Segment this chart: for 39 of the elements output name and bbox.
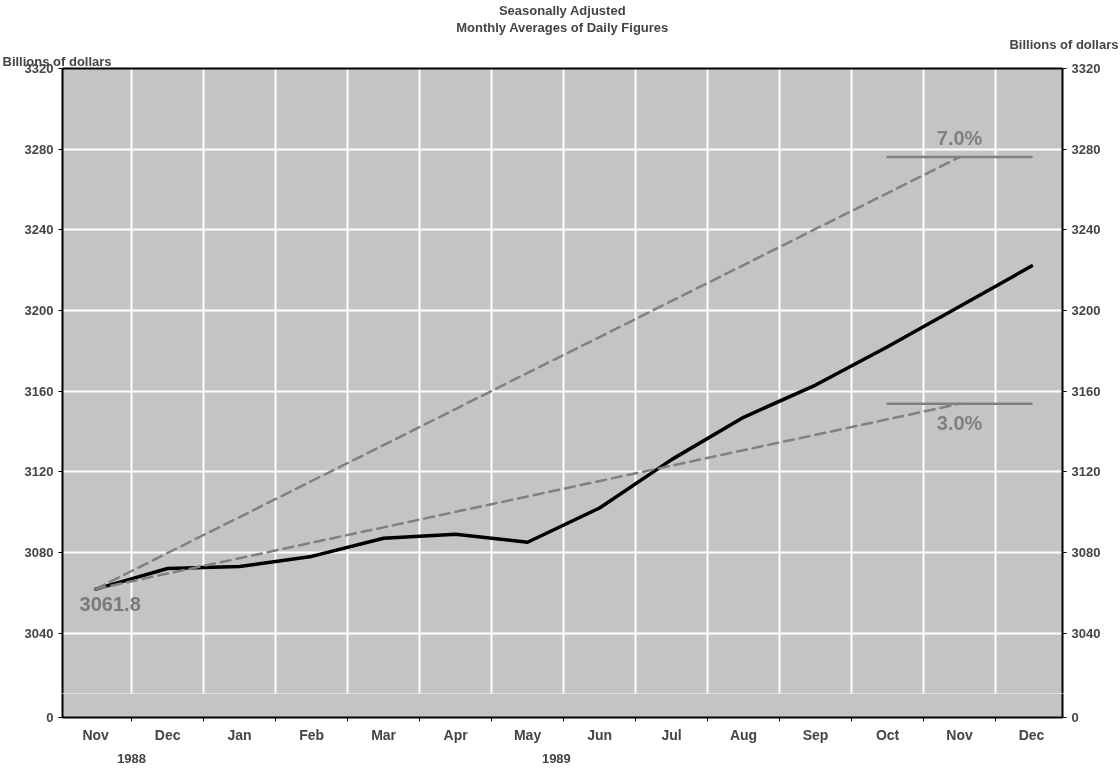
- category-label: Oct: [875, 726, 900, 743]
- category-label: Mar: [371, 726, 397, 743]
- category-label: Apr: [443, 726, 468, 743]
- data-label: 3061.8: [79, 593, 141, 616]
- chart-subtitle: Monthly Averages of Daily Figures: [456, 19, 669, 35]
- category-label: Nov: [946, 726, 973, 743]
- category-label: Jul: [661, 726, 682, 743]
- y2-tick-label: 3320: [1071, 61, 1101, 76]
- text: 1988: [117, 750, 147, 766]
- category-label: May: [513, 726, 542, 743]
- category-label: Aug: [729, 726, 758, 743]
- y2-axis-title: Billions of dollars: [1009, 36, 1119, 52]
- text: 0: [1071, 710, 1079, 725]
- series-label: 7.0%: [936, 127, 983, 150]
- category-label: Dec: [1018, 726, 1045, 743]
- y-tick-label: 3040: [24, 625, 54, 641]
- y2-tick-label: 3080: [1071, 544, 1101, 560]
- text: 0: [46, 710, 54, 725]
- y2-tick-label: 3040: [1071, 625, 1101, 641]
- y-tick-label: 3120: [24, 464, 54, 480]
- y2-tick-label: 3240: [1071, 222, 1101, 238]
- y2-tick-label: 3280: [1071, 141, 1101, 157]
- y2-tick-label: 3160: [1071, 383, 1101, 399]
- series-label: 3.0%: [936, 411, 983, 434]
- text: 1989: [541, 750, 571, 766]
- y-tick-label: 3080: [24, 544, 54, 560]
- y-tick-label: 3160: [24, 383, 54, 399]
- y-tick-label: 3280: [24, 141, 54, 157]
- category-label: Sep: [802, 726, 829, 743]
- y2-tick-label: 3120: [1071, 464, 1101, 480]
- category-label: Jun: [587, 726, 613, 743]
- y-tick-label: 3200: [24, 302, 54, 318]
- category-label: Feb: [299, 726, 325, 743]
- y2-tick-label: 3200: [1071, 302, 1101, 318]
- category-label: Jan: [227, 726, 252, 743]
- category-label: Nov: [82, 726, 109, 743]
- chart-title: Seasonally Adjusted: [498, 2, 626, 18]
- y-tick-label: 3240: [24, 222, 54, 238]
- category-label: Dec: [154, 726, 181, 743]
